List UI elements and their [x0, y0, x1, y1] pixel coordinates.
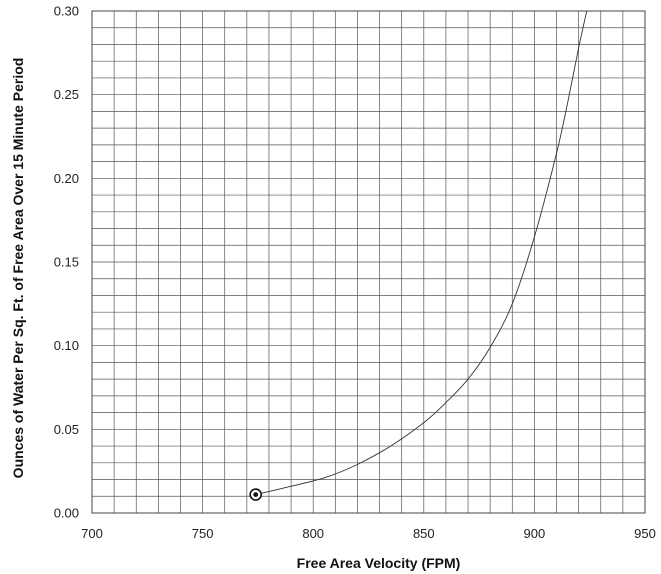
plot-frame: [91, 10, 646, 514]
y-tick-label: 0.20: [54, 171, 79, 186]
x-tick-label: 950: [634, 526, 656, 541]
start-marker-dot: [253, 492, 259, 497]
x-tick-label: 850: [413, 526, 435, 541]
y-tick-label: 0.15: [54, 255, 79, 270]
x-tick-label: 900: [524, 526, 546, 541]
y-tick-label: 0.25: [54, 87, 79, 102]
y-tick-label: 0.05: [54, 422, 79, 437]
series-line: [255, 11, 588, 496]
x-tick-labels: 700 750 800 850 900 950: [81, 526, 656, 541]
y-tick-label: 0.30: [54, 4, 79, 19]
y-tick-labels: 0.00 0.05 0.10 0.15 0.20 0.25 0.30: [54, 4, 79, 521]
y-axis-title: Ounces of Water Per Sq. Ft. of Free Area…: [10, 58, 26, 479]
x-tick-label: 750: [192, 526, 214, 541]
y-tick-label: 0.00: [54, 506, 79, 521]
x-tick-label: 700: [81, 526, 103, 541]
x-axis-title: Free Area Velocity (FPM): [297, 555, 461, 571]
series-curve-group: [249, 11, 588, 501]
grid: [91, 10, 646, 514]
y-tick-label: 0.10: [54, 338, 79, 353]
x-tick-label: 800: [302, 526, 324, 541]
